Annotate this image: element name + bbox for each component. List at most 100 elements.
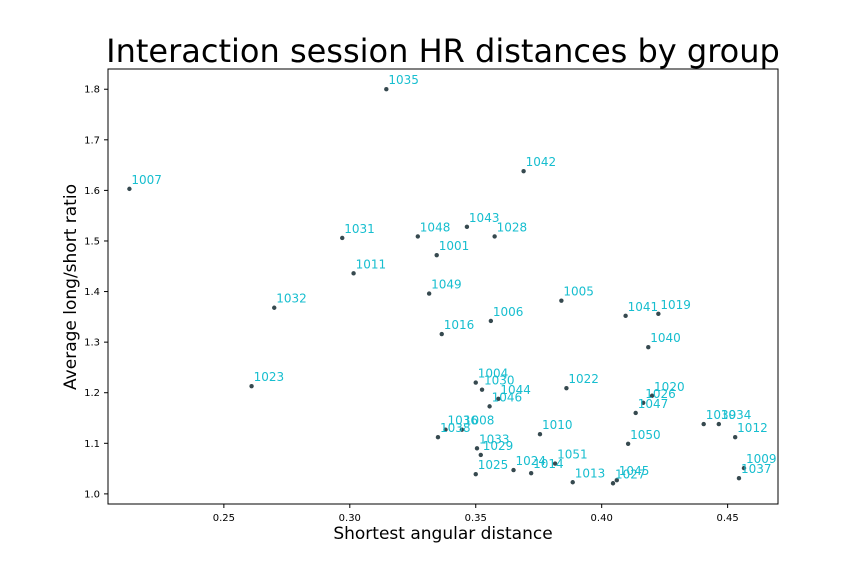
data-point-1004 <box>473 380 478 385</box>
data-point-1046 <box>487 404 492 409</box>
data-point-1039 <box>701 421 706 427</box>
y-tick-label: 1.5 <box>84 236 100 247</box>
data-point-1040 <box>646 344 651 350</box>
data-label-1046: 1046 <box>492 390 523 404</box>
data-label-1048: 1048 <box>420 220 451 234</box>
data-point-1013 <box>570 480 575 485</box>
data-label-1026: 1026 <box>645 387 676 401</box>
data-label-1047: 1047 <box>638 397 669 411</box>
data-label-1049: 1049 <box>431 278 462 292</box>
data-label-1024: 1024 <box>516 454 547 468</box>
data-point-1008 <box>459 427 465 432</box>
data-point-1033 <box>474 446 480 451</box>
data-point-1041 <box>623 313 628 319</box>
data-label-1035: 1035 <box>388 73 419 87</box>
data-label-1023: 1023 <box>254 370 285 384</box>
data-point-1010 <box>537 431 543 437</box>
data-point-1009 <box>741 465 747 471</box>
data-point-1014 <box>528 470 534 476</box>
data-point-1025 <box>473 471 478 477</box>
data-label-1020: 1020 <box>654 380 685 394</box>
y-tick-label: 1.7 <box>84 135 100 146</box>
data-label-1029: 1029 <box>483 439 514 453</box>
data-label-1033: 1033 <box>479 432 510 446</box>
data-label-1006: 1006 <box>493 305 524 319</box>
data-point-1048 <box>415 234 421 239</box>
y-axis-label: Average long/short ratio <box>61 184 81 390</box>
data-label-1025: 1025 <box>478 458 509 472</box>
data-label-1032: 1032 <box>276 292 307 306</box>
data-point-1020 <box>649 393 655 398</box>
data-point-1012 <box>732 435 738 440</box>
y-tick-label: 1.6 <box>84 186 100 197</box>
x-tick-label: 0.40 <box>591 513 613 524</box>
x-axis-label: Shortest angular distance <box>333 524 552 544</box>
data-point-1022 <box>564 385 569 391</box>
data-point-1031 <box>340 235 345 241</box>
data-point-1005 <box>559 298 564 303</box>
x-tick-label: 0.35 <box>465 513 487 524</box>
data-label-1030: 1030 <box>484 374 515 388</box>
data-point-1032 <box>272 305 277 310</box>
data-label-1051: 1051 <box>557 448 588 462</box>
data-label-1037: 1037 <box>741 462 772 476</box>
data-point-1001 <box>434 252 439 258</box>
data-label-1012: 1012 <box>737 421 768 435</box>
plot-frame <box>107 68 779 505</box>
data-label-1039: 1039 <box>706 408 737 422</box>
data-point-1042 <box>521 168 526 174</box>
data-point-1045 <box>614 478 619 483</box>
y-tick-label: 1.2 <box>84 388 100 399</box>
y-tick-label: 1.3 <box>84 338 100 349</box>
data-point-1036 <box>443 427 448 432</box>
data-point-1035 <box>384 87 389 92</box>
y-tick-label: 1.4 <box>84 287 100 298</box>
data-point-1016 <box>439 331 444 337</box>
y-tick-label: 1.1 <box>84 439 100 450</box>
data-label-1044: 1044 <box>500 383 531 397</box>
data-label-1004: 1004 <box>478 367 509 381</box>
x-tick-label: 0.45 <box>716 513 738 524</box>
data-point-1024 <box>511 467 516 473</box>
data-point-1029 <box>478 452 483 458</box>
data-point-1006 <box>488 318 494 324</box>
x-tick-label: 0.25 <box>213 513 235 524</box>
data-label-1038: 1038 <box>440 421 471 435</box>
data-point-1038 <box>435 435 441 440</box>
chart-title: Interaction session HR distances by grou… <box>106 32 780 70</box>
data-point-1027 <box>610 481 616 486</box>
data-point-1047 <box>633 410 638 416</box>
data-point-1049 <box>426 291 432 296</box>
data-label-1019: 1019 <box>660 298 691 312</box>
data-point-1007 <box>127 186 132 192</box>
data-label-1001: 1001 <box>439 239 470 253</box>
data-label-1028: 1028 <box>497 220 528 234</box>
data-point-1030 <box>479 387 485 392</box>
data-label-1014: 1014 <box>533 457 564 471</box>
y-tick-label: 1.8 <box>84 85 100 96</box>
data-point-1028 <box>492 234 497 239</box>
data-label-1041: 1041 <box>628 300 659 314</box>
data-label-1050: 1050 <box>630 428 661 442</box>
data-point-1019 <box>656 311 661 317</box>
data-point-1051 <box>552 461 558 466</box>
data-label-1010: 1010 <box>542 418 573 432</box>
data-label-1043: 1043 <box>469 211 500 225</box>
data-label-1031: 1031 <box>344 222 375 236</box>
data-point-1011 <box>351 271 356 276</box>
data-point-1034 <box>716 421 722 427</box>
data-point-1026 <box>641 400 646 406</box>
data-points: 1035 1042 1007 1043 1031 1048 1028 1001 1011 1049… <box>127 73 777 486</box>
data-point-1050 <box>625 441 631 447</box>
data-label-1040: 1040 <box>650 331 681 345</box>
data-label-1022: 1022 <box>568 372 599 386</box>
data-label-1008: 1008 <box>464 414 495 428</box>
data-point-1044 <box>496 396 501 401</box>
data-label-1013: 1013 <box>575 466 606 480</box>
data-label-1005: 1005 <box>563 285 594 299</box>
data-point-1023 <box>249 383 254 389</box>
data-label-1045: 1045 <box>619 464 650 478</box>
data-point-1037 <box>736 476 742 481</box>
data-label-1027: 1027 <box>615 467 646 481</box>
y-axis-ticks: 1.0 1.1 1.2 1.3 1.4 1.5 1.6 1.7 1.8 <box>84 85 108 500</box>
